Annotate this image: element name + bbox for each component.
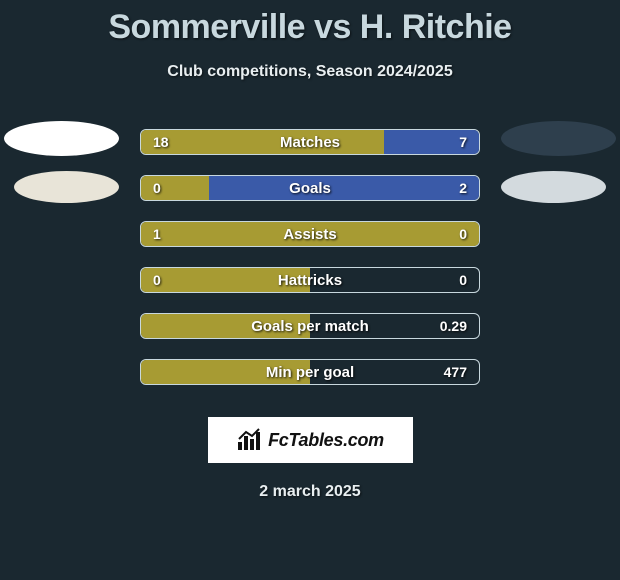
stat-label: Assists — [141, 226, 479, 243]
stat-row: 477Min per goal — [0, 349, 620, 395]
subtitle: Club competitions, Season 2024/2025 — [0, 63, 620, 81]
comparison-card: Sommerville vs H. Ritchie Club competiti… — [0, 0, 620, 501]
stat-bar: 477Min per goal — [140, 359, 480, 385]
stat-bar: 187Matches — [140, 129, 480, 155]
fctables-icon — [236, 428, 264, 452]
date-text: 2 march 2025 — [0, 483, 620, 501]
stat-row: 02Goals — [0, 165, 620, 211]
page-title: Sommerville vs H. Ritchie — [0, 8, 620, 47]
footer-logo: FcTables.com — [208, 417, 413, 463]
footer-logo-text: FcTables.com — [268, 430, 384, 451]
stat-label: Min per goal — [141, 364, 479, 381]
stat-label: Hattricks — [141, 272, 479, 289]
stat-bar: 0.29Goals per match — [140, 313, 480, 339]
stats-area: 187Matches 02Goals 10Assists 00Hattricks 0.2… — [0, 119, 620, 395]
stat-bar: 02Goals — [140, 175, 480, 201]
stat-label: Goals per match — [141, 318, 479, 335]
stat-label: Goals — [141, 180, 479, 197]
stat-row: 10Assists — [0, 211, 620, 257]
stat-bar: 00Hattricks — [140, 267, 480, 293]
stat-row: 187Matches — [0, 119, 620, 165]
stat-label: Matches — [141, 134, 479, 151]
stat-row: 0.29Goals per match — [0, 303, 620, 349]
stat-bar: 10Assists — [140, 221, 480, 247]
stat-row: 00Hattricks — [0, 257, 620, 303]
